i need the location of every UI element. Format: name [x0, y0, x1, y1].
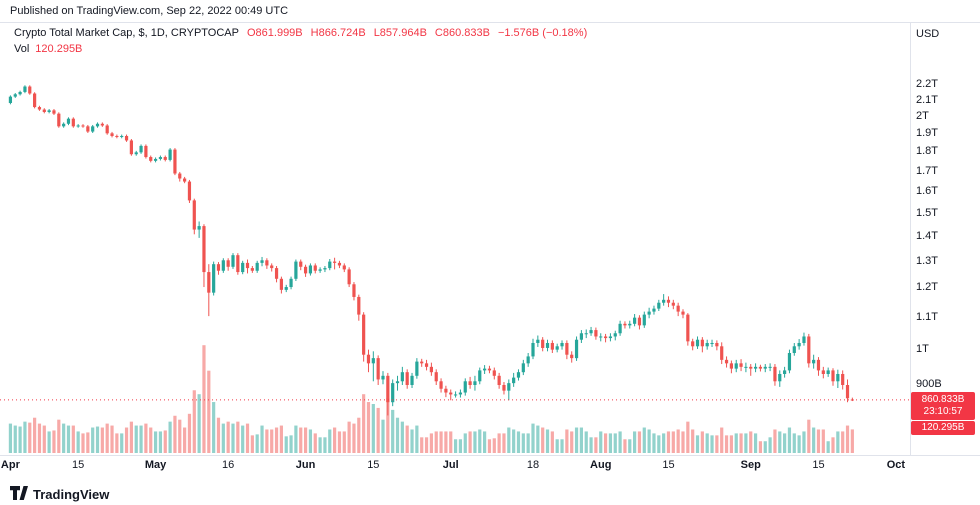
x-axis-label: Jul [442, 459, 459, 471]
published-caption: Published on TradingView.com, Sep 22, 20… [10, 5, 289, 17]
x-axis-label: 15 [662, 459, 675, 471]
chart-legend: Crypto Total Market Cap, $, 1D, CRYPTOCA… [14, 27, 587, 55]
volume-label: Vol [14, 43, 30, 55]
y-axis-label: 1.8T [916, 145, 939, 158]
last-price-badge: 860.833B 23:10:57 [911, 391, 975, 420]
y-axis-label: 1.7T [916, 164, 939, 177]
y-axis-label: 1.9T [916, 127, 939, 140]
x-axis-label: Sep [740, 459, 761, 471]
y-axis-label: 900B [916, 378, 942, 390]
volume-value: 120.295B [35, 43, 83, 55]
time-axis[interactable]: Apr 15 May 16 Jun 15 Jul 18 Aug 15 Sep 15 Oct [0, 455, 980, 477]
legend-high: H866.724B [310, 27, 366, 39]
symbol-title: Crypto Total Market Cap, $, 1D, CRYPTOCA… [14, 27, 239, 39]
x-axis-label: Apr [0, 459, 20, 471]
time-axis-divider [0, 455, 980, 456]
header-divider [0, 22, 980, 23]
x-axis-label: May [144, 459, 167, 471]
y-axis-label: 1T [916, 342, 929, 355]
x-axis-label: 18 [526, 459, 540, 471]
legend-low: L857.964B [373, 27, 427, 39]
x-axis-label: 16 [222, 459, 235, 471]
legend-row-main: Crypto Total Market Cap, $, 1D, CRYPTOCA… [14, 27, 587, 39]
y-axis-label: 2.2T [916, 78, 939, 90]
tradingview-logo-text: TradingView [33, 487, 110, 502]
y-axis-label: 1.3T [916, 254, 939, 267]
x-axis-label: 15 [812, 459, 825, 471]
tradingview-branding[interactable]: TradingView [10, 486, 109, 503]
last-volume-badge: 120.295B [911, 421, 975, 436]
legend-close: C860.833B [434, 27, 490, 39]
x-axis-label: Oct [886, 459, 906, 471]
x-axis-label: Jun [295, 459, 316, 471]
bar-countdown: 23:10:57 [923, 405, 963, 417]
currency-label: USD [916, 28, 940, 40]
price-axis[interactable]: 2.2T 2.1T 2T 1.9T 1.8T 1.7T 1.6T 1.5T 1.4T 1.3T 1.… [916, 0, 976, 460]
legend-open: O861.999B [246, 27, 303, 39]
x-axis-label: Aug [590, 459, 612, 471]
x-axis-label: 15 [367, 459, 380, 471]
y-axis-label: 1.5T [916, 206, 939, 219]
legend-change: −1.576B (−0.18%) [497, 27, 588, 39]
y-axis-label: 2T [916, 109, 929, 122]
legend-row-volume: Vol 120.295B [14, 43, 587, 55]
last-price-value: 860.833B [921, 393, 965, 405]
y-axis-label: 1.4T [916, 229, 939, 242]
y-axis-label: 1.6T [916, 184, 939, 197]
y-axis-label: 1.1T [916, 310, 939, 323]
x-axis-label: 15 [72, 459, 85, 471]
y-axis-label: 1.2T [916, 281, 939, 294]
price-axis-divider [910, 22, 911, 455]
y-axis-label: 2.1T [916, 93, 939, 106]
tradingview-logo-icon [10, 486, 28, 503]
